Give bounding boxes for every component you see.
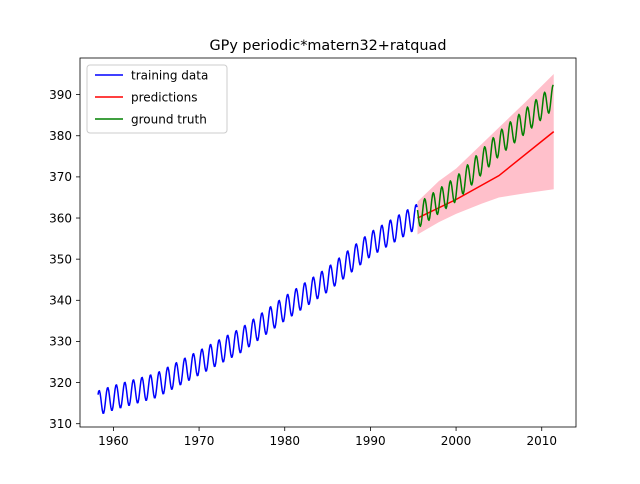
x-tick-label: 2010: [526, 434, 557, 448]
plot-area: [97, 74, 555, 414]
y-tick-label: 360: [49, 211, 72, 225]
axes: 1960 1970 1980 1990 2000 2010 310 320 330 340 350 3…: [49, 57, 577, 448]
ground-truth-line: [416, 84, 554, 228]
legend-label: training data: [131, 68, 208, 82]
y-tick-label: 320: [49, 376, 72, 390]
y-tick-label: 330: [49, 335, 72, 349]
x-tick-label: 1960: [98, 434, 129, 448]
legend: training data predictions ground truth: [86, 64, 228, 134]
axes-frame: [79, 57, 577, 428]
legend-box: [86, 64, 228, 134]
chart-title: GPy periodic*matern32+ratquad: [210, 38, 447, 54]
y-tick-label: 350: [49, 252, 72, 266]
predictions-line: [417, 131, 555, 219]
legend-label: predictions: [131, 90, 197, 104]
x-tick-label: 1970: [184, 434, 215, 448]
legend-label: ground truth: [131, 112, 207, 126]
y-tick-label: 340: [49, 294, 72, 308]
x-tick-label: 2000: [441, 434, 472, 448]
y-tick-label: 380: [49, 129, 72, 143]
y-tick-label: 310: [49, 417, 72, 431]
x-tick-label: 1990: [355, 434, 386, 448]
x-tick-label: 1980: [269, 434, 300, 448]
training-data-line: [97, 203, 418, 414]
y-tick-label: 390: [49, 88, 72, 102]
confidence-band-area: [417, 74, 554, 235]
y-tick-label: 370: [49, 170, 72, 184]
